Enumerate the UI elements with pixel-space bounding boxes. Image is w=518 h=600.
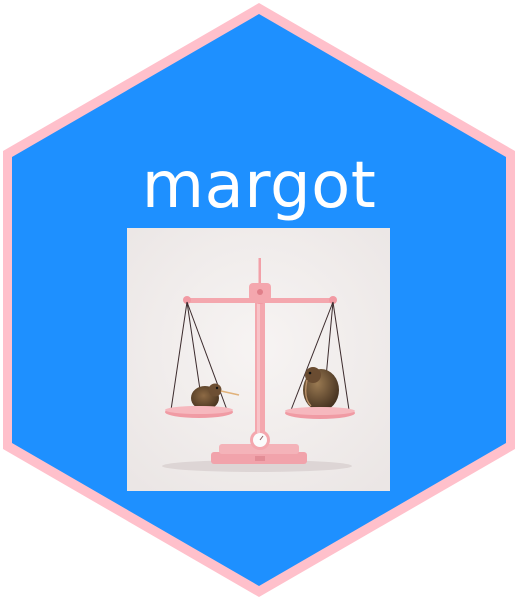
balance-scale-picture (127, 228, 390, 491)
balance-scale-icon (127, 228, 390, 491)
logo-title: margot (141, 149, 377, 223)
